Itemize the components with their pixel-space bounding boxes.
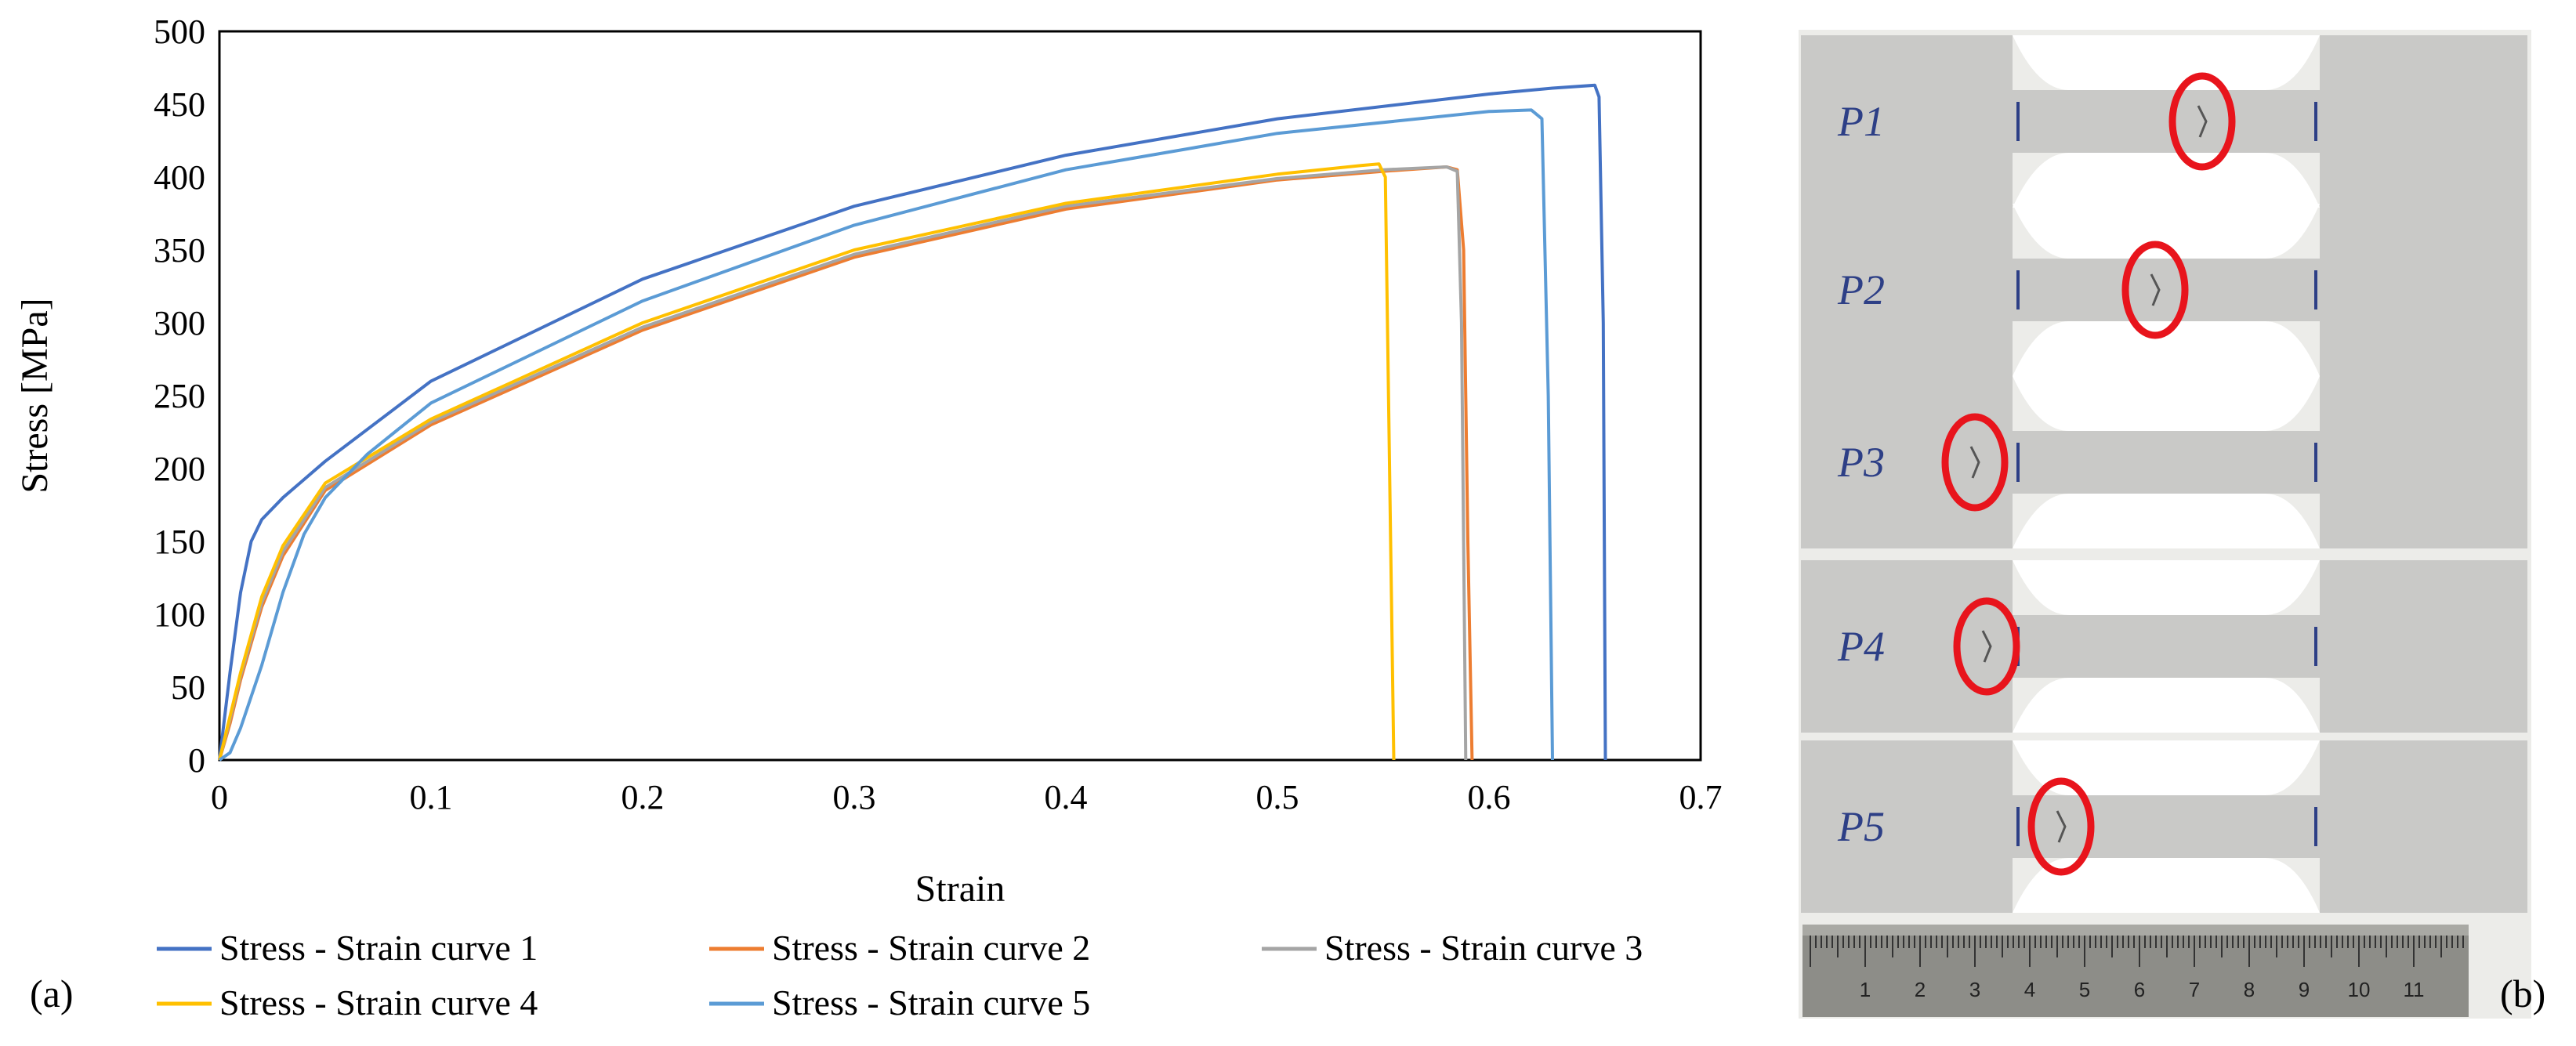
specimen-photo: P1 P2 P3 P4 P5 1 2 3 4 5 6 7 8 9 10 11 (b) <box>1799 30 2545 1019</box>
legend-label-4: Stress - Strain curve 4 <box>219 983 538 1022</box>
x-tick-label: 0.2 <box>621 778 665 816</box>
series-line-4 <box>218 162 1396 761</box>
x-tick-label: 0.3 <box>833 778 876 816</box>
x-axis-title: Strain <box>915 868 1005 910</box>
specimen-label: P3 <box>1837 439 1885 486</box>
legend-label-2: Stress - Strain curve 2 <box>772 928 1090 968</box>
specimens-group: P1 P2 P3 P4 P5 <box>1801 35 2527 913</box>
specimen-label: P5 <box>1837 803 1885 850</box>
panel-label-b: (b) <box>2500 972 2545 1015</box>
series-line-1 <box>218 83 1607 761</box>
y-tick-label: 350 <box>154 231 205 270</box>
fracture-marker <box>1941 413 2009 512</box>
y-tick-label: 450 <box>154 85 205 124</box>
specimen-3: P3 <box>1801 376 2527 548</box>
y-tick-label: 300 <box>154 304 205 342</box>
series-line-5 <box>218 108 1554 762</box>
ruler-number: 8 <box>2244 978 2255 1001</box>
x-tick-label: 0.5 <box>1256 778 1299 816</box>
y-tick-label: 100 <box>154 595 205 634</box>
y-tick-label: 250 <box>154 377 205 415</box>
ruler-number: 2 <box>1915 978 1926 1001</box>
fracture-marker <box>2121 241 2189 339</box>
y-tick-label: 150 <box>154 523 205 561</box>
stress-strain-chart: 0 50 100 150 200 250 300 350 400 450 500 0 0.1 0.2 0.… <box>14 13 1723 1022</box>
specimen-1: P1 <box>1801 35 2527 208</box>
legend-label-1: Stress - Strain curve 1 <box>219 928 538 968</box>
legend-label-5: Stress - Strain curve 5 <box>772 983 1090 1022</box>
specimen-label: P2 <box>1837 266 1885 313</box>
specimen-2: P2 <box>1801 204 2527 376</box>
legend: Stress - Strain curve 1 Stress - Strain c… <box>157 928 1643 1022</box>
specimen-5: P5 <box>1801 740 2527 913</box>
specimen-label: P4 <box>1837 623 1885 670</box>
y-tick-label: 0 <box>188 741 205 780</box>
x-tick-label: 0.4 <box>1045 778 1088 816</box>
specimen-label: P1 <box>1837 98 1885 145</box>
fracture-marker <box>2027 777 2095 876</box>
legend-label-3: Stress - Strain curve 3 <box>1324 928 1643 968</box>
x-tick-label: 0.7 <box>1679 778 1723 816</box>
ruler-number: 1 <box>1860 978 1871 1001</box>
ruler: 1 2 3 4 5 6 7 8 9 10 11 <box>1802 925 2469 1017</box>
ruler-number: 11 <box>2404 978 2425 1001</box>
fracture-marker <box>2168 72 2236 171</box>
x-axis: 0 0.1 0.2 0.3 0.4 0.5 0.6 0.7 <box>211 778 1723 816</box>
ruler-number: 7 <box>2189 978 2200 1001</box>
y-tick-label: 400 <box>154 158 205 197</box>
panel-label-a: (a) <box>30 972 74 1015</box>
x-tick-label: 0.6 <box>1468 778 1511 816</box>
y-tick-label: 50 <box>171 668 205 707</box>
x-tick-label: 0.1 <box>410 778 453 816</box>
x-tick-label: 0 <box>211 778 228 816</box>
plot-area <box>218 30 1702 762</box>
y-axis: 0 50 100 150 200 250 300 350 400 450 500 <box>154 13 205 780</box>
specimen-4: P4 <box>1801 560 2527 733</box>
y-tick-label: 500 <box>154 13 205 51</box>
ruler-number: 6 <box>2134 978 2145 1001</box>
ruler-number: 10 <box>2348 978 2371 1001</box>
y-axis-title: Stress [MPa] <box>14 298 56 493</box>
ruler-number: 5 <box>2079 978 2090 1001</box>
ruler-number: 4 <box>2024 978 2035 1001</box>
ruler-number: 3 <box>1969 978 1980 1001</box>
y-tick-label: 200 <box>154 450 205 488</box>
fracture-marker <box>1953 597 2020 696</box>
ruler-number: 9 <box>2299 978 2310 1001</box>
series-group <box>218 83 1607 762</box>
